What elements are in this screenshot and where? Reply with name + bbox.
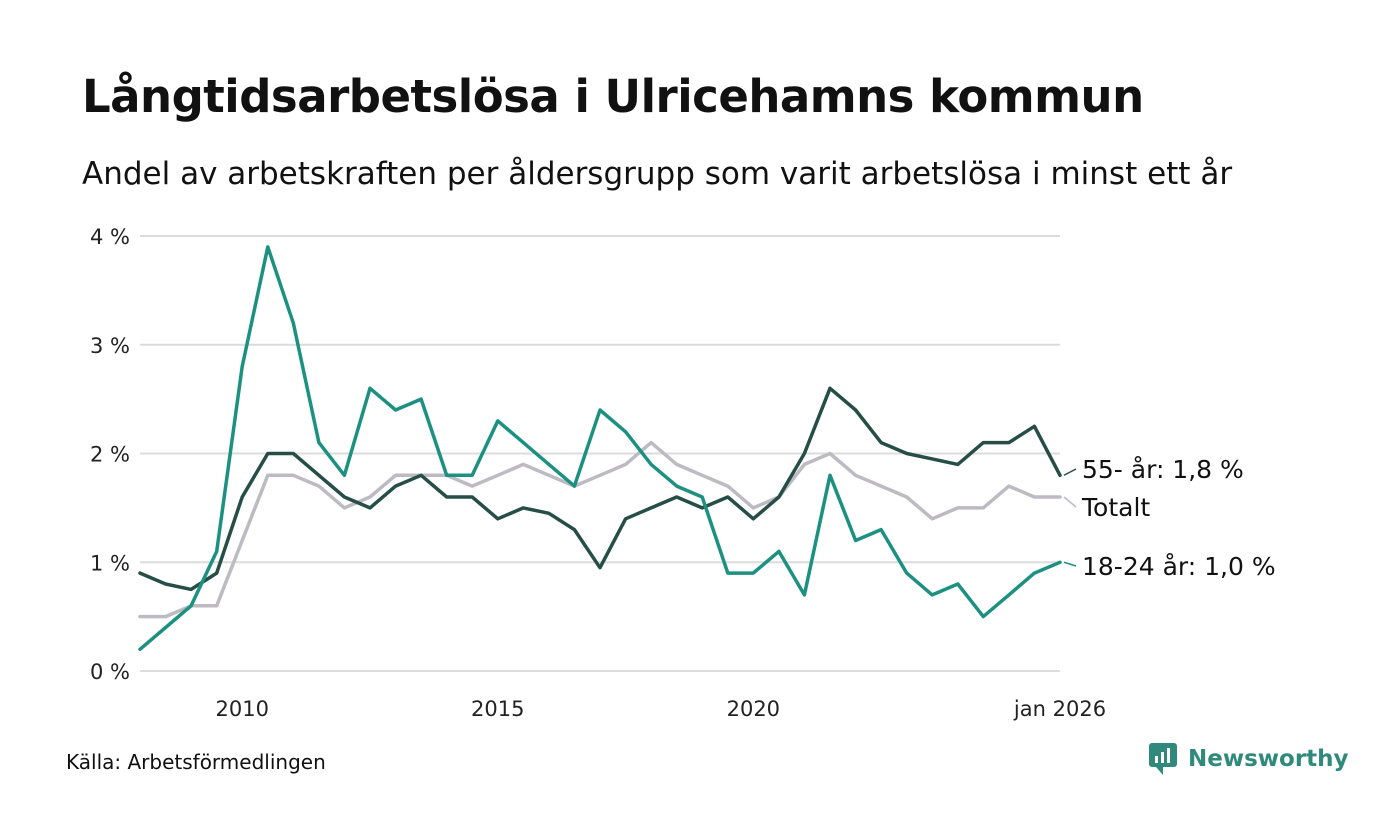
chart-title: Långtidsarbetslösa i Ulricehamns kommun (82, 70, 1144, 123)
label-leader-line (1063, 496, 1077, 508)
x-tick-label: 2010 (215, 697, 268, 721)
source-note: Källa: Arbetsförmedlingen (66, 750, 326, 774)
brand-logo: Newsworthy (1148, 742, 1349, 776)
y-tick-label: 1 % (90, 551, 130, 575)
series-line-1 (138, 386, 1062, 592)
label-leader-line (1063, 561, 1077, 567)
chart-subtitle: Andel av arbetskraften per åldersgrupp s… (82, 156, 1233, 192)
x-tick-label: 2015 (471, 697, 524, 721)
series-end-label: 18-24 år: 1,0 % (1082, 552, 1276, 581)
series-end-label: 55- år: 1,8 % (1082, 455, 1244, 484)
series-end-label: Totalt (1081, 493, 1150, 522)
y-tick-label: 2 % (90, 443, 130, 467)
newsworthy-logo-icon (1149, 743, 1177, 775)
y-axis-ticks: 0 % 1 % 2 % 3 % 4 % (90, 225, 130, 684)
x-axis-ticks: 2010 2015 2020 jan 2026 (215, 697, 1106, 721)
y-tick-label: 3 % (90, 334, 130, 358)
series-lines (138, 245, 1062, 652)
series-line-2 (138, 245, 1062, 652)
series-labels: Totalt 55- år: 1,8 % 18-24 år: 1,0 % (1063, 455, 1276, 581)
label-leader-line (1063, 468, 1077, 476)
y-tick-label: 0 % (90, 660, 130, 684)
x-tick-label: jan 2026 (1013, 697, 1106, 721)
y-tick-label: 4 % (90, 225, 130, 249)
brand-name: Newsworthy (1188, 746, 1349, 772)
x-tick-label: 2020 (727, 697, 780, 721)
series-line-0 (138, 440, 1062, 619)
line-chart: 0 % 1 % 2 % 3 % 4 % 2010 2015 2020 jan 2026 Tot… (90, 225, 1276, 721)
